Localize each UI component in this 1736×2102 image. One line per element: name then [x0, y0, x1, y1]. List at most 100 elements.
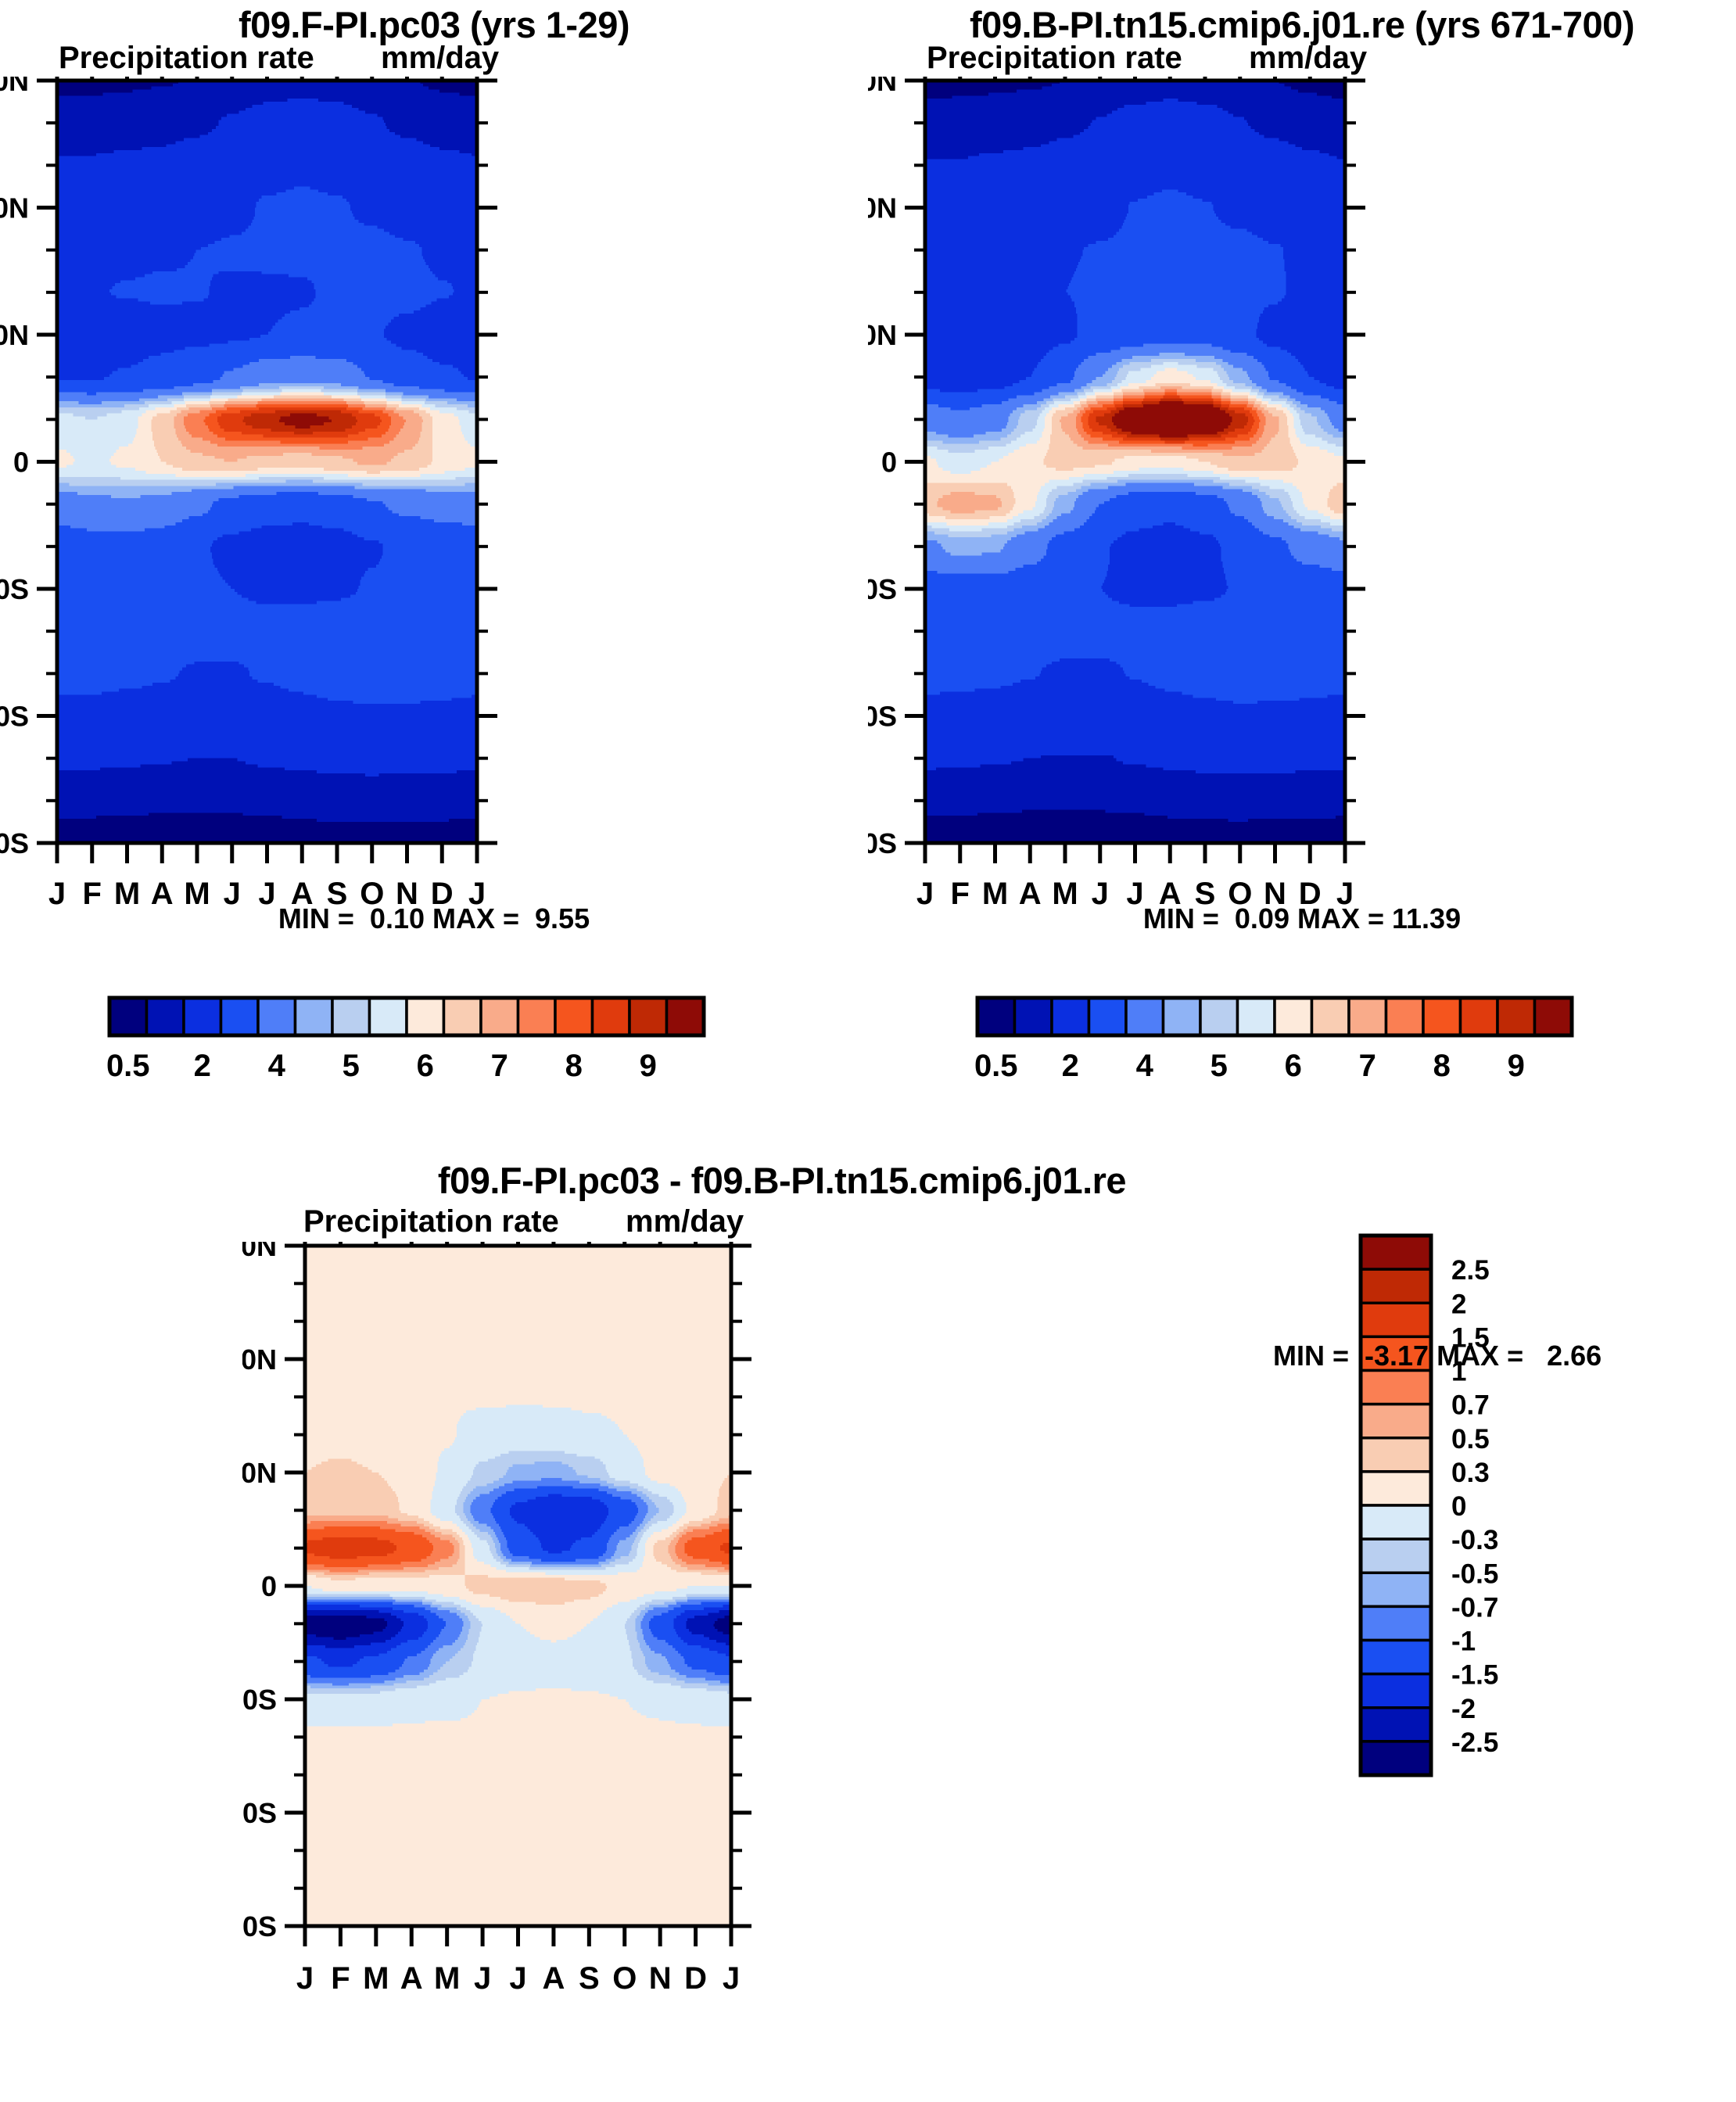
- x-axis-label: A: [151, 877, 174, 906]
- colorbar-cell[interactable]: [976, 996, 1017, 1037]
- colorbar-cell[interactable]: [1359, 1402, 1433, 1440]
- x-axis-label: M: [114, 877, 140, 906]
- colorbar-cell[interactable]: [1359, 1368, 1433, 1406]
- colorbar-tick-label: 2: [1062, 1049, 1079, 1083]
- colorbar-cell[interactable]: [1359, 1571, 1433, 1609]
- y-axis-label: 90N: [0, 77, 29, 97]
- panel-left-minmax: MIN = 0.10 MAX = 9.55: [278, 902, 590, 934]
- x-axis-label: J: [723, 1961, 740, 1996]
- colorbar-cell[interactable]: [1359, 1605, 1433, 1642]
- colorbar-cell[interactable]: [182, 996, 223, 1037]
- colorbar-cell[interactable]: [331, 996, 371, 1037]
- colorbar-tick-label: 2.5: [1451, 1255, 1490, 1286]
- colorbar-cell[interactable]: [1359, 1470, 1433, 1507]
- panel-right-title: f09.B-PI.tn15.cmip6.j01.re (yrs 671-700): [970, 4, 1634, 45]
- colorbar-cell[interactable]: [1422, 996, 1462, 1037]
- x-axis-label: F: [951, 877, 970, 906]
- colorbar-tick-label: 2: [1451, 1289, 1466, 1319]
- colorbar-cell[interactable]: [1359, 1638, 1433, 1676]
- x-axis-label: A: [1159, 877, 1182, 906]
- colorbar-cell[interactable]: [1359, 1740, 1433, 1777]
- colorbar-tick-label: 5: [1211, 1049, 1228, 1083]
- colorbar-cell[interactable]: [1359, 1706, 1433, 1743]
- colorbar-cell[interactable]: [219, 996, 260, 1037]
- x-axis-label: M: [434, 1961, 460, 1996]
- y-axis-label: 90N: [242, 1242, 277, 1262]
- colorbar-cell[interactable]: [1273, 996, 1314, 1037]
- y-axis-label: 30S: [868, 573, 897, 605]
- colorbar-cell[interactable]: [1359, 1268, 1433, 1305]
- x-axis-label: J: [474, 1961, 491, 1996]
- x-axis-label: J: [296, 1961, 314, 1996]
- x-axis-label: N: [1264, 877, 1286, 906]
- colorbar-cell[interactable]: [554, 996, 594, 1037]
- x-axis-label: J: [468, 877, 486, 906]
- colorbar-cell[interactable]: [1347, 996, 1388, 1037]
- y-axis-label: 60N: [0, 192, 29, 224]
- panel-left-colorbar[interactable]: 0.5 2 4 5 6 7 8 9: [0, 984, 868, 1085]
- x-axis-label: J: [1092, 877, 1109, 906]
- x-axis-label: J: [224, 877, 241, 906]
- colorbar-cell[interactable]: [1359, 1672, 1433, 1709]
- colorbar-cell[interactable]: [1496, 996, 1537, 1037]
- colorbar-cell[interactable]: [1359, 1437, 1433, 1473]
- colorbar-cell[interactable]: [1013, 996, 1053, 1037]
- colorbar-cell[interactable]: [1050, 996, 1091, 1037]
- colorbar-cell[interactable]: [108, 996, 149, 1037]
- panel-right-plot: 90N60N30N030S60S90SJFMAMJJASONDJ: [868, 77, 1365, 906]
- colorbar-cell[interactable]: [590, 996, 631, 1037]
- colorbar-cell[interactable]: [1359, 1234, 1433, 1271]
- y-axis-label: 60S: [868, 701, 897, 733]
- x-axis-label: J: [1126, 877, 1143, 906]
- colorbar-cell[interactable]: [1533, 996, 1573, 1037]
- colorbar-cell[interactable]: [1458, 996, 1499, 1037]
- panel-diff-variable: Precipitation rate: [303, 1204, 559, 1239]
- colorbar-tick-label: 0.5: [1451, 1424, 1490, 1455]
- x-axis-label: O: [360, 877, 384, 906]
- colorbar-cell[interactable]: [1384, 996, 1425, 1037]
- y-axis-label: 60S: [242, 1797, 277, 1829]
- colorbar-cell[interactable]: [479, 996, 520, 1037]
- colorbar-tick-label: 7: [1359, 1049, 1376, 1083]
- panel-diff-plot: 90N60N30N030S60S90SJFMAMJJASONDJ: [242, 1242, 751, 1996]
- colorbar-cell[interactable]: [1199, 996, 1239, 1037]
- colorbar-cell[interactable]: [1161, 996, 1202, 1037]
- x-axis-label: M: [184, 877, 210, 906]
- y-axis-label: 30N: [0, 319, 29, 351]
- colorbar-tick-label: -2: [1451, 1694, 1476, 1724]
- x-axis-label: S: [327, 877, 348, 906]
- panel-left-units: mm/day: [381, 41, 500, 75]
- colorbar-cell[interactable]: [628, 996, 669, 1037]
- panel-right-colorbar[interactable]: 0.5 2 4 5 6 7 8 9: [868, 984, 1736, 1085]
- colorbar-cell[interactable]: [1310, 996, 1350, 1037]
- colorbar-cell[interactable]: [1359, 1301, 1433, 1339]
- y-axis-label: 60N: [868, 192, 897, 224]
- colorbar-cell[interactable]: [665, 996, 705, 1037]
- colorbar-tick-label: 4: [1136, 1049, 1154, 1083]
- colorbar-cell[interactable]: [368, 996, 408, 1037]
- x-axis-label: J: [1336, 877, 1354, 906]
- panel-left: f09.F-PI.pc03 (yrs 1-29) Precipitation r…: [0, 0, 868, 1110]
- colorbar-cell[interactable]: [1087, 996, 1128, 1037]
- panel-left-variable: Precipitation rate: [59, 41, 314, 75]
- panel-diff-colorbar[interactable]: 2.521.5 10.70.50.30-0.3 -0.5-0.7 -1-1.5-2-2…: [1353, 1228, 1681, 1853]
- colorbar-cell[interactable]: [1124, 996, 1165, 1037]
- y-axis-label: 0: [881, 447, 897, 479]
- colorbar-cell[interactable]: [1359, 1537, 1433, 1575]
- colorbar-cell[interactable]: [1359, 1504, 1433, 1541]
- x-axis-label: S: [579, 1961, 600, 1996]
- colorbar-cell[interactable]: [145, 996, 185, 1037]
- colorbar-cell[interactable]: [516, 996, 557, 1037]
- colorbar-cell[interactable]: [256, 996, 297, 1037]
- colorbar-cell[interactable]: [442, 996, 482, 1037]
- x-axis-label: F: [331, 1961, 350, 1996]
- x-axis-label: M: [1052, 877, 1078, 906]
- colorbar-cell[interactable]: [1236, 996, 1276, 1037]
- colorbar-cell[interactable]: [405, 996, 446, 1037]
- colorbar-tick-label: -0.5: [1451, 1559, 1498, 1589]
- x-axis-label: M: [982, 877, 1008, 906]
- colorbar-cell[interactable]: [293, 996, 334, 1037]
- colorbar-tick-label: 7: [491, 1049, 508, 1083]
- y-axis-label: 30N: [242, 1457, 277, 1489]
- colorbar-tick-label: 1: [1451, 1357, 1466, 1387]
